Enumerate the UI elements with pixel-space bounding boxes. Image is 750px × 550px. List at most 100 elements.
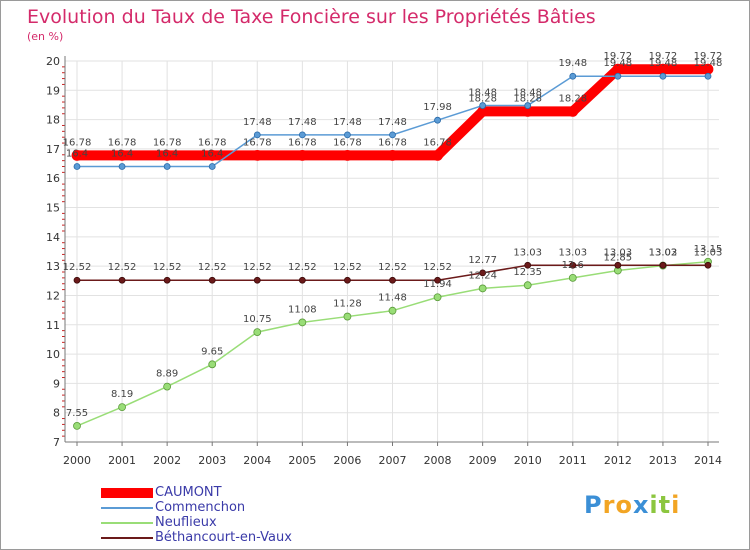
- y-tick-label: 7: [53, 436, 60, 449]
- data-label-neuflieux: 11.94: [423, 279, 452, 290]
- legend-swatch: [101, 506, 153, 509]
- x-tick-label: 2006: [333, 454, 361, 467]
- data-point-caumont: [116, 149, 128, 161]
- data-point-neuflieux: [118, 403, 126, 412]
- data-label-neuflieux: 12.6: [562, 260, 584, 271]
- data-label-caumont: 19.72: [604, 51, 633, 62]
- data-point-caumont: [161, 149, 173, 161]
- data-point-commenchon: [479, 102, 487, 109]
- data-point-commenchon: [389, 131, 396, 139]
- logo-letter: r: [602, 491, 616, 519]
- data-point-bethancourt-en-vaux: [208, 276, 216, 284]
- data-point-neuflieux: [208, 360, 217, 369]
- data-label-bethancourt-en-vaux: 13.03: [604, 247, 633, 258]
- data-point-neuflieux: [298, 318, 307, 327]
- x-tick-label: 2009: [469, 454, 497, 467]
- x-tick-label: 2014: [694, 454, 722, 467]
- data-label-commenchon: 18.48: [468, 88, 497, 99]
- data-label-neuflieux: 11.48: [378, 293, 407, 304]
- y-tick-label: 9: [53, 377, 60, 390]
- x-tick-label: 2003: [198, 454, 226, 467]
- x-tick-label: 2004: [243, 454, 271, 467]
- y-tick-label: 8: [53, 407, 60, 420]
- data-label-caumont: 16.78: [153, 137, 182, 148]
- data-label-caumont: 16.78: [63, 137, 92, 148]
- data-label-bethancourt-en-vaux: 13.03: [513, 247, 542, 258]
- data-label-neuflieux: 8.89: [156, 369, 178, 380]
- data-label-caumont: 18.28: [468, 93, 497, 104]
- data-point-neuflieux: [568, 273, 577, 282]
- logo-letter: x: [632, 491, 650, 519]
- data-point-bethancourt-en-vaux: [389, 276, 396, 284]
- legend-item: Commenchon: [101, 500, 292, 515]
- data-point-bethancourt-en-vaux: [569, 261, 577, 269]
- data-point-commenchon: [344, 131, 351, 139]
- x-tick-label: 2002: [153, 454, 181, 467]
- proxiti-logo: Proxiti: [584, 491, 680, 519]
- data-label-commenchon: 17.98: [423, 102, 452, 113]
- data-point-neuflieux: [253, 328, 262, 336]
- data-label-caumont: 18.28: [558, 93, 587, 104]
- data-label-bethancourt-en-vaux: 12.52: [333, 262, 362, 273]
- data-point-bethancourt-en-vaux: [298, 276, 306, 284]
- data-label-bethancourt-en-vaux: 12.52: [198, 262, 227, 273]
- data-point-bethancourt-en-vaux: [524, 261, 532, 269]
- data-point-neuflieux: [523, 281, 532, 290]
- logo-letter: i: [671, 491, 681, 519]
- data-label-neuflieux: 9.65: [201, 346, 223, 357]
- data-label-neuflieux: 7.55: [66, 408, 88, 419]
- data-point-neuflieux: [478, 284, 487, 293]
- data-label-neuflieux: 8.19: [111, 389, 133, 400]
- data-label-neuflieux: 13.02: [649, 248, 678, 259]
- legend-label: Commenchon: [155, 500, 246, 515]
- y-tick-label: 13: [46, 260, 60, 273]
- data-point-commenchon: [253, 131, 261, 139]
- data-point-caumont: [71, 149, 83, 161]
- data-label-caumont: 16.78: [333, 137, 362, 148]
- data-point-commenchon: [704, 72, 712, 80]
- data-point-commenchon: [569, 72, 577, 80]
- y-tick-label: 15: [46, 202, 60, 215]
- x-tick-label: 2005: [288, 454, 316, 467]
- logo-letter: t: [658, 491, 672, 519]
- data-point-commenchon: [614, 72, 622, 80]
- data-point-bethancourt-en-vaux: [434, 276, 441, 284]
- x-tick-label: 2007: [379, 454, 407, 467]
- data-point-bethancourt-en-vaux: [614, 261, 622, 269]
- data-label-neuflieux: 10.75: [243, 314, 272, 325]
- data-label-commenchon: 17.48: [243, 117, 272, 128]
- legend-swatch: [101, 521, 153, 524]
- y-tick-label: 19: [46, 84, 60, 97]
- data-point-caumont: [296, 149, 308, 161]
- data-label-caumont: 16.78: [243, 137, 272, 148]
- data-label-caumont: 16.78: [108, 137, 137, 148]
- data-point-neuflieux: [388, 306, 397, 315]
- y-axis-unit: (en %): [27, 30, 64, 43]
- data-label-bethancourt-en-vaux: 12.52: [288, 262, 317, 273]
- data-point-commenchon: [118, 163, 126, 170]
- logo-letter: i: [649, 491, 659, 519]
- y-tick-label: 17: [46, 143, 60, 156]
- data-point-caumont: [432, 149, 443, 161]
- logo-letter: P: [584, 491, 603, 519]
- data-label-bethancourt-en-vaux: 12.52: [108, 262, 137, 273]
- data-label-bethancourt-en-vaux: 12.52: [243, 262, 272, 273]
- data-label-commenchon: 19.48: [649, 58, 678, 69]
- legend-item: Béthancourt-en-Vaux: [101, 530, 292, 545]
- chart-title: Evolution du Taux de Taxe Foncière sur l…: [27, 6, 596, 28]
- x-tick-label: 2010: [514, 454, 542, 467]
- data-label-commenchon: 16.4: [201, 149, 223, 160]
- legend-label: Béthancourt-en-Vaux: [155, 530, 292, 545]
- data-label-caumont: 19.72: [694, 51, 723, 62]
- data-label-commenchon: 19.48: [558, 58, 587, 69]
- data-label-bethancourt-en-vaux: 12.77: [468, 255, 497, 266]
- data-label-caumont: 16.78: [378, 137, 407, 148]
- y-tick-label: 14: [46, 231, 60, 244]
- data-label-commenchon: 17.48: [333, 117, 362, 128]
- data-label-neuflieux: 12.85: [604, 253, 633, 264]
- data-label-commenchon: 16.4: [66, 149, 88, 160]
- data-point-bethancourt-en-vaux: [659, 261, 667, 269]
- data-label-neuflieux: 13.15: [694, 244, 723, 255]
